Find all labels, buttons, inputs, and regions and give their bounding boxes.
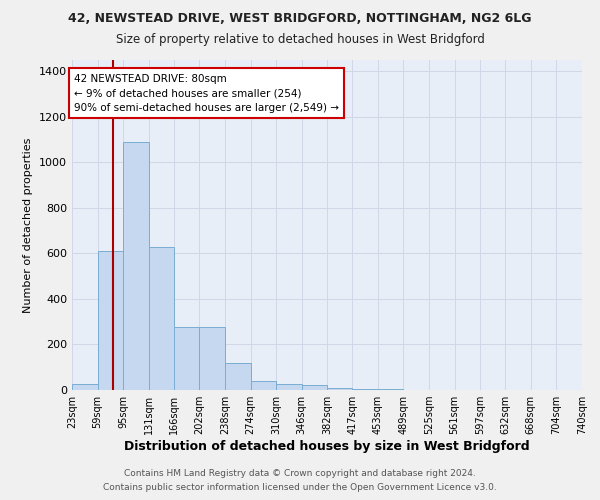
Text: Contains HM Land Registry data © Crown copyright and database right 2024.: Contains HM Land Registry data © Crown c…	[124, 468, 476, 477]
Text: Contains public sector information licensed under the Open Government Licence v3: Contains public sector information licen…	[103, 484, 497, 492]
Bar	[328, 388, 352, 390]
Bar	[174, 328, 199, 390]
Bar	[149, 246, 174, 390]
Bar	[199, 328, 225, 390]
Bar	[352, 389, 378, 390]
Bar	[123, 142, 149, 390]
Bar	[276, 384, 302, 390]
Text: Size of property relative to detached houses in West Bridgford: Size of property relative to detached ho…	[116, 32, 484, 46]
Bar	[225, 362, 251, 390]
Y-axis label: Number of detached properties: Number of detached properties	[23, 138, 34, 312]
X-axis label: Distribution of detached houses by size in West Bridgford: Distribution of detached houses by size …	[124, 440, 530, 453]
Bar	[251, 381, 276, 390]
Text: 42, NEWSTEAD DRIVE, WEST BRIDGFORD, NOTTINGHAM, NG2 6LG: 42, NEWSTEAD DRIVE, WEST BRIDGFORD, NOTT…	[68, 12, 532, 26]
Bar	[72, 384, 98, 390]
Bar	[98, 251, 123, 390]
Text: 42 NEWSTEAD DRIVE: 80sqm
← 9% of detached houses are smaller (254)
90% of semi-d: 42 NEWSTEAD DRIVE: 80sqm ← 9% of detache…	[74, 74, 339, 114]
Bar	[302, 386, 328, 390]
